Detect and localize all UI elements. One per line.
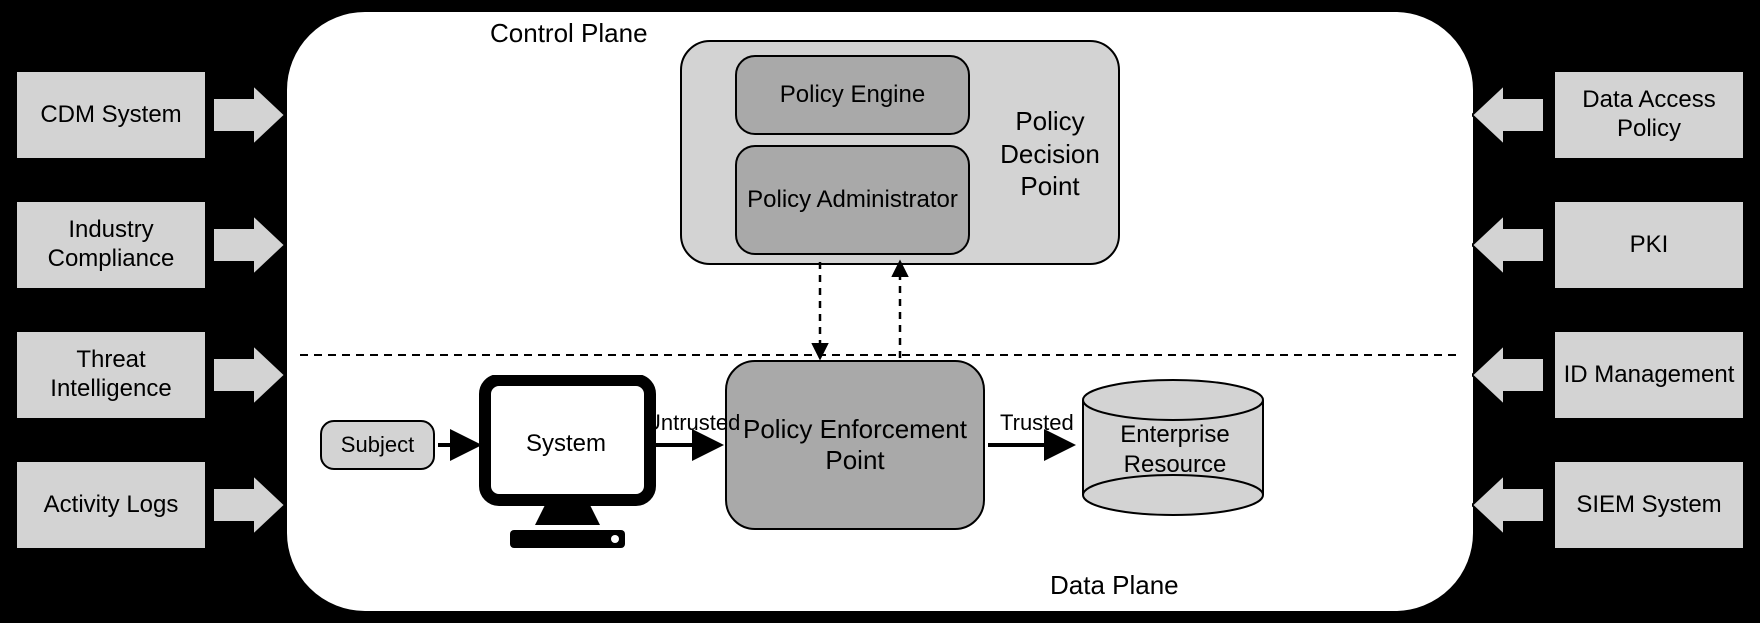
subject: Subject — [320, 420, 435, 470]
arrow-right-icon — [213, 210, 288, 280]
left-box-activity: Activity Logs — [15, 460, 207, 550]
right-box-pki: PKI — [1553, 200, 1745, 290]
arrow-left-icon — [1472, 470, 1547, 540]
trusted-label: Trusted — [1000, 410, 1074, 436]
left-box-label: Threat Intelligence — [21, 346, 201, 404]
right-box-label: Data Access Policy — [1559, 86, 1739, 144]
left-box-cdm: CDM System — [15, 70, 207, 160]
pdp-label: Policy Decision Point — [990, 105, 1110, 203]
control-plane-label: Control Plane — [490, 18, 648, 49]
arrow-right-icon — [213, 470, 288, 540]
policy-engine: Policy Engine — [735, 55, 970, 135]
left-box-label: CDM System — [40, 101, 181, 130]
right-box-id-mgmt: ID Management — [1553, 330, 1745, 420]
left-box-label: Industry Compliance — [21, 216, 201, 274]
enterprise-resource-label: Enterprise Resource — [1105, 420, 1245, 480]
arrow-left-icon — [1472, 80, 1547, 150]
arrow-left-icon — [1472, 340, 1547, 410]
left-box-threat: Threat Intelligence — [15, 330, 207, 420]
arrow-right-icon — [213, 80, 288, 150]
right-box-data-access: Data Access Policy — [1553, 70, 1745, 160]
left-box-industry: Industry Compliance — [15, 200, 207, 290]
right-box-label: PKI — [1630, 231, 1669, 260]
right-box-label: SIEM System — [1576, 491, 1721, 520]
arrow-left-icon — [1472, 210, 1547, 280]
right-box-siem: SIEM System — [1553, 460, 1745, 550]
policy-administrator: Policy Administrator — [735, 145, 970, 255]
arrow-right-icon — [213, 340, 288, 410]
untrusted-label: Untrusted — [645, 410, 740, 436]
data-plane-label: Data Plane — [1050, 570, 1179, 601]
left-box-label: Activity Logs — [44, 491, 179, 520]
right-box-label: ID Management — [1564, 361, 1735, 390]
policy-enforcement-point: Policy Enforcement Point — [725, 360, 985, 530]
system-label-box: System — [512, 415, 620, 473]
